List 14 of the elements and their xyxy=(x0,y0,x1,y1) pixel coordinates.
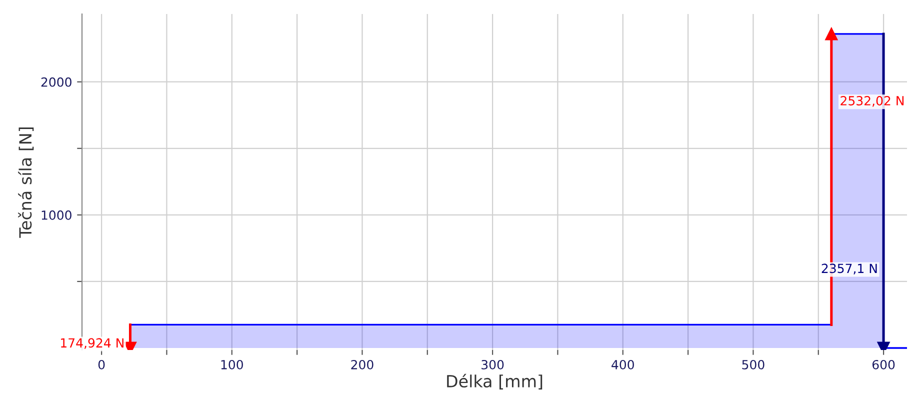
y-tick-label: 2000 xyxy=(41,77,72,87)
annotation: 2357,1 N xyxy=(822,264,877,274)
x-axis-title: Délka [mm] xyxy=(447,374,542,390)
x-tick-label: 600 xyxy=(872,360,895,370)
x-tick-label: 200 xyxy=(351,360,374,370)
x-tick-label: 300 xyxy=(482,360,504,370)
y-axis-title: Tečná síla [N] xyxy=(18,128,34,238)
x-tick-label: 500 xyxy=(742,360,764,370)
annotation: 174,924 N xyxy=(61,338,124,349)
annotation: 2532,02 N xyxy=(840,96,904,107)
y-tick-label: 1000 xyxy=(42,210,72,220)
x-tick-label: 0 xyxy=(98,360,105,370)
x-tick-label: 100 xyxy=(221,360,243,370)
x-tick-label: 400 xyxy=(612,360,634,370)
